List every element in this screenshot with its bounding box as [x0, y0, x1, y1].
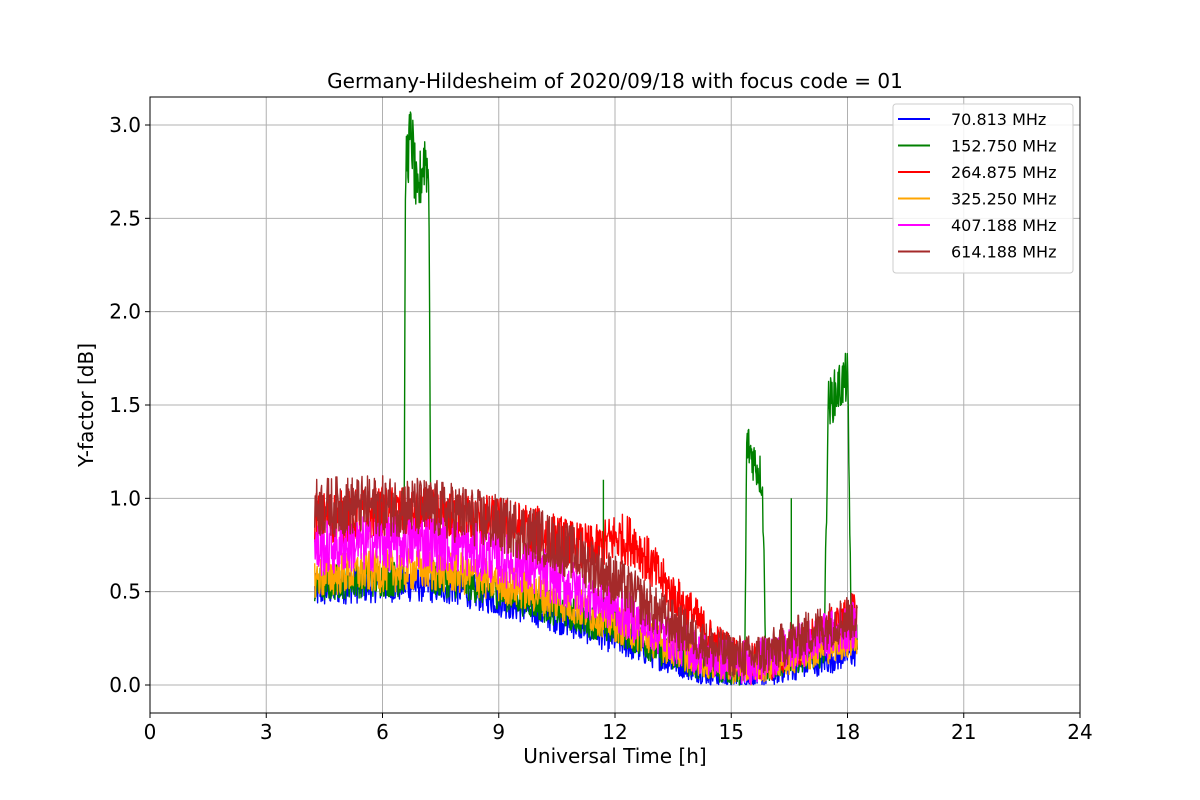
x-tick-label: 12 [602, 720, 627, 744]
series-layer [314, 111, 858, 686]
legend-label: 264.875 MHz [951, 163, 1056, 182]
legend-label: 614.188 MHz [951, 243, 1056, 262]
series-line-5 [314, 475, 858, 678]
y-tick-label: 2.0 [109, 300, 141, 324]
x-tick-label: 9 [492, 720, 505, 744]
legend-label: 407.188 MHz [951, 216, 1056, 235]
legend-label: 152.750 MHz [951, 137, 1056, 156]
legend: 70.813 MHz 152.750 MHz 264.875 MHz 325.250 … [892, 103, 1074, 274]
x-tick-label: 15 [719, 720, 744, 744]
x-tick-label: 3 [260, 720, 273, 744]
legend-box [892, 103, 1074, 274]
y-tick-label: 0.0 [109, 673, 141, 697]
y-axis-label: Y-factor [dB] [74, 343, 98, 468]
x-tick-label: 0 [144, 720, 157, 744]
x-tick-label: 18 [835, 720, 860, 744]
y-tick-label: 1.0 [109, 486, 141, 510]
x-tick-label: 6 [376, 720, 389, 744]
y-tick-label: 1.5 [109, 393, 141, 417]
legend-label: 325.250 MHz [951, 190, 1056, 209]
x-tick-label: 24 [1067, 720, 1092, 744]
x-axis-label: Universal Time [h] [523, 744, 706, 768]
y-tick-label: 0.5 [109, 580, 141, 604]
chart-title: Germany-Hildesheim of 2020/09/18 with fo… [327, 69, 903, 93]
x-tick-label: 21 [951, 720, 976, 744]
y-tick-label: 3.0 [109, 113, 141, 137]
legend-label: 70.813 MHz [951, 110, 1046, 129]
y-tick-label: 2.5 [109, 206, 141, 230]
tick-layer: 0 3 6 9 12 15 18 21 24 0.0 0.5 1.0 1.5 2.0 2.5 3.0 [109, 113, 1093, 744]
